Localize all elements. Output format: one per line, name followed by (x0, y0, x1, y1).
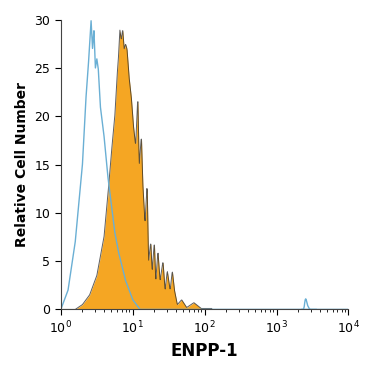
X-axis label: ENPP-1: ENPP-1 (171, 342, 238, 360)
Y-axis label: Relative Cell Number: Relative Cell Number (15, 82, 29, 247)
